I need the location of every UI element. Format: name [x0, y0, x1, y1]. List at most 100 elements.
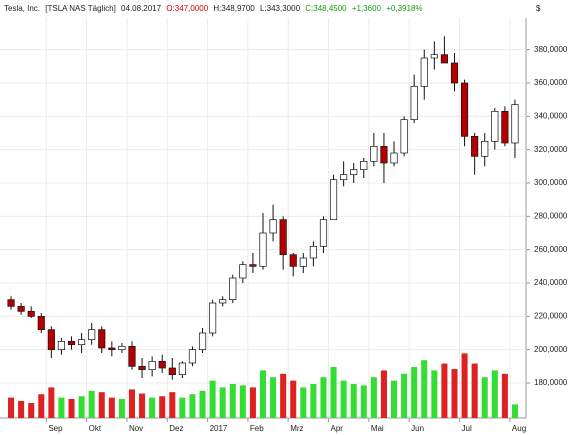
- candle-body: [360, 160, 368, 171]
- volume-bar: [249, 387, 256, 418]
- candle-body: [128, 345, 136, 367]
- volume-bar: [239, 385, 246, 418]
- y-tick-label: 380,0000: [534, 45, 568, 54]
- x-tick-label: Feb: [250, 424, 264, 433]
- candle-body: [279, 219, 287, 256]
- volume-bar: [411, 367, 418, 418]
- candle-body: [440, 54, 448, 64]
- x-tick-label: 2017: [210, 424, 228, 433]
- header-close: C:348,4500: [305, 4, 347, 13]
- volume-bar: [300, 387, 307, 418]
- volume-bar: [451, 369, 458, 418]
- y-tick-label: 220,0000: [534, 311, 568, 320]
- y-tick-label: 360,0000: [534, 78, 568, 87]
- candle-body: [259, 232, 267, 267]
- volume-bar: [128, 389, 136, 418]
- volume-bar: [68, 398, 75, 418]
- volume-bar: [340, 380, 347, 418]
- candle-body: [219, 299, 227, 304]
- volume-bar: [259, 370, 267, 418]
- volume-bar: [280, 373, 287, 418]
- volume-bar: [350, 384, 357, 418]
- y-tick-label: 280,0000: [534, 211, 568, 220]
- candle-body: [118, 345, 126, 351]
- y-tick-label: 200,0000: [534, 345, 568, 354]
- candle-body: [269, 219, 277, 234]
- candle-body: [108, 347, 116, 351]
- candle-body: [138, 365, 146, 371]
- x-tick-label: Dez: [169, 424, 183, 433]
- volume-bar: [58, 397, 65, 418]
- volume-bar: [401, 373, 408, 418]
- candle-body: [380, 145, 388, 164]
- y-tick-label: 340,0000: [534, 111, 568, 120]
- candle-body: [319, 219, 328, 247]
- currency: $: [536, 4, 541, 13]
- candle-body: [168, 367, 176, 376]
- candle-body: [47, 329, 55, 351]
- volume-bar: [491, 370, 498, 418]
- x-tick-label: Mrz: [290, 424, 303, 433]
- volume-bar: [108, 397, 115, 418]
- volume-bar: [199, 390, 206, 418]
- volume-bar: [28, 403, 35, 418]
- candle-body: [158, 360, 166, 369]
- candle-body: [471, 135, 479, 157]
- candle-body: [491, 110, 499, 142]
- volume-bar: [159, 396, 166, 418]
- volume-bar: [169, 392, 176, 418]
- y-tick-label: 320,0000: [534, 145, 568, 154]
- volume-bar: [48, 387, 55, 418]
- volume-bar: [421, 360, 428, 418]
- volume-bar: [78, 396, 85, 418]
- candle-body: [37, 315, 45, 331]
- candle-body: [17, 305, 25, 312]
- candle-body: [198, 332, 207, 351]
- y-tick-label: 260,0000: [534, 245, 568, 254]
- volume-bar: [390, 380, 398, 418]
- volume-bar: [209, 380, 216, 418]
- x-tick-label: Mai: [371, 424, 384, 433]
- candle-body: [481, 140, 489, 157]
- volume-bar: [38, 394, 45, 418]
- volume-bar: [431, 370, 438, 418]
- candle-body: [450, 62, 459, 84]
- header-open: O:347,0000: [166, 4, 208, 13]
- volume-bar: [370, 377, 377, 418]
- x-tick-label: Jul: [462, 424, 472, 433]
- y-tick-label: 180,0000: [534, 378, 568, 387]
- candle-body: [78, 339, 86, 346]
- candle-body: [178, 362, 186, 376]
- candle-body: [209, 302, 217, 334]
- volume-bar: [320, 377, 327, 418]
- candle-body: [188, 349, 197, 364]
- candle-body: [98, 329, 106, 349]
- candle-body: [239, 264, 247, 279]
- candle-body: [420, 57, 428, 87]
- volume-bar: [441, 363, 448, 418]
- volume-bar: [461, 353, 468, 418]
- volume-bar: [118, 398, 125, 418]
- candle-body: [299, 257, 307, 267]
- volume-bar: [179, 397, 186, 418]
- candle-body: [7, 299, 15, 307]
- header-change: +1,3600: [352, 4, 382, 13]
- candle-body: [430, 54, 438, 59]
- x-tick-label: Nov: [129, 424, 143, 433]
- candle-body: [148, 360, 156, 371]
- header-high: H:348,9700: [213, 4, 255, 13]
- candle-body: [501, 110, 509, 144]
- candle-body: [229, 277, 237, 301]
- candle-body: [57, 340, 66, 351]
- volume-bar: [330, 367, 337, 418]
- candle-body: [27, 310, 35, 317]
- candle-body: [460, 82, 469, 137]
- volume-bar: [189, 394, 196, 418]
- candle-body: [511, 104, 519, 144]
- header-low: L:343,3000: [260, 4, 301, 13]
- header-instrument: [TSLA NAS Täglich]: [45, 4, 116, 13]
- header-date: 04.08.2017: [121, 4, 162, 13]
- candle-body: [340, 174, 348, 181]
